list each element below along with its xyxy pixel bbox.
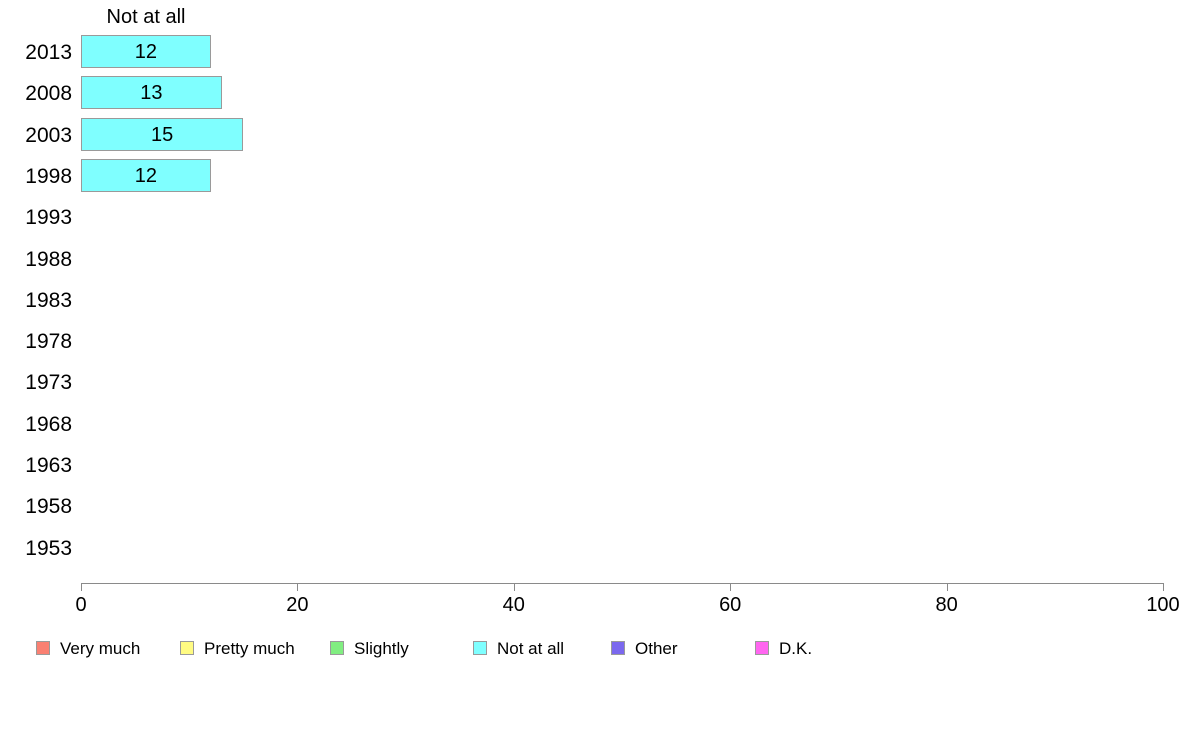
chart-legend: Very much Pretty much Slightly Not at all Ot… bbox=[0, 637, 1188, 661]
chart-row: 1988 bbox=[0, 239, 1188, 280]
bar[interactable]: 13 bbox=[81, 76, 222, 110]
chart-row: 1958 bbox=[0, 486, 1188, 527]
bar-value-label: 12 bbox=[134, 41, 158, 63]
legend-label: Other bbox=[635, 639, 678, 658]
y-axis-tick-label: 1973 bbox=[25, 371, 72, 395]
y-axis-tick-label: 2008 bbox=[25, 82, 72, 106]
y-axis-tick-label: 2003 bbox=[25, 123, 72, 147]
x-axis-tick-label: 60 bbox=[719, 594, 742, 616]
chart-row: 1998 12 bbox=[0, 156, 1188, 197]
x-axis-tick-label: 0 bbox=[75, 594, 87, 616]
chart-row: 1973 bbox=[0, 362, 1188, 403]
y-axis-tick-label: 2013 bbox=[25, 41, 72, 64]
bar[interactable]: 12 bbox=[81, 158, 211, 192]
legend-swatch-icon bbox=[473, 641, 487, 655]
legend-label: D.K. bbox=[779, 639, 813, 658]
chart-row: 1978 bbox=[0, 321, 1188, 362]
x-axis-tick bbox=[513, 583, 515, 591]
x-axis-line bbox=[81, 583, 1163, 584]
bar[interactable]: 15 bbox=[81, 117, 244, 151]
chart-row: 1983 bbox=[0, 280, 1188, 321]
y-axis-tick-label: 1958 bbox=[25, 495, 72, 519]
bar-value-label: 12 bbox=[134, 164, 158, 187]
x-axis-tick-label: 20 bbox=[286, 594, 309, 616]
bar[interactable]: 12 bbox=[81, 35, 211, 68]
y-axis-tick-label: 1998 bbox=[25, 164, 72, 188]
x-axis: 0 20 40 60 80 100 bbox=[0, 583, 1188, 623]
legend-label: Slightly bbox=[354, 639, 409, 658]
x-axis-tick bbox=[730, 583, 732, 591]
legend-swatch-icon bbox=[755, 641, 769, 655]
bar-value-label: 13 bbox=[140, 82, 163, 105]
chart-row: 1963 bbox=[0, 445, 1188, 486]
legend-swatch-icon bbox=[330, 641, 344, 655]
x-axis-tick-label: 40 bbox=[502, 594, 525, 616]
chart-row: 2013 12 bbox=[0, 32, 1188, 73]
legend-swatch-icon bbox=[611, 641, 625, 655]
plot-area: 2013 12 2008 13 2003 15 1998 12 1993 1988 1983 1978… bbox=[0, 32, 1188, 577]
y-axis-tick-label: 1963 bbox=[25, 454, 72, 477]
x-axis-tick-label: 100 bbox=[1146, 594, 1180, 616]
y-axis-tick-label: 1978 bbox=[25, 330, 72, 354]
legend-label: Very much bbox=[60, 639, 141, 658]
legend-swatch-icon bbox=[36, 641, 50, 655]
chart-row: 1953 bbox=[0, 528, 1188, 569]
bar-value-label: 15 bbox=[151, 123, 174, 146]
chart-row: 2003 15 bbox=[0, 115, 1188, 156]
x-axis-tick bbox=[1163, 583, 1164, 591]
x-axis-tick bbox=[946, 583, 948, 591]
y-axis-tick-label: 1993 bbox=[25, 206, 72, 230]
chart-title: Not at all bbox=[106, 6, 186, 28]
x-axis-tick-label: 80 bbox=[935, 594, 958, 616]
y-axis-tick-label: 1968 bbox=[25, 412, 72, 436]
legend-label: Not at all bbox=[497, 639, 565, 658]
chart-row: 2008 13 bbox=[0, 73, 1188, 114]
x-axis-tick bbox=[297, 583, 299, 591]
legend-swatch-icon bbox=[180, 641, 194, 655]
y-axis-tick-label: 1983 bbox=[25, 288, 72, 312]
legend-label: Pretty much bbox=[204, 639, 295, 658]
chart-row: 1968 bbox=[0, 404, 1188, 445]
y-axis-tick-label: 1953 bbox=[25, 536, 72, 560]
y-axis-tick-label: 1988 bbox=[25, 247, 72, 271]
chart-row: 1993 bbox=[0, 197, 1188, 238]
x-axis-tick bbox=[81, 583, 82, 591]
